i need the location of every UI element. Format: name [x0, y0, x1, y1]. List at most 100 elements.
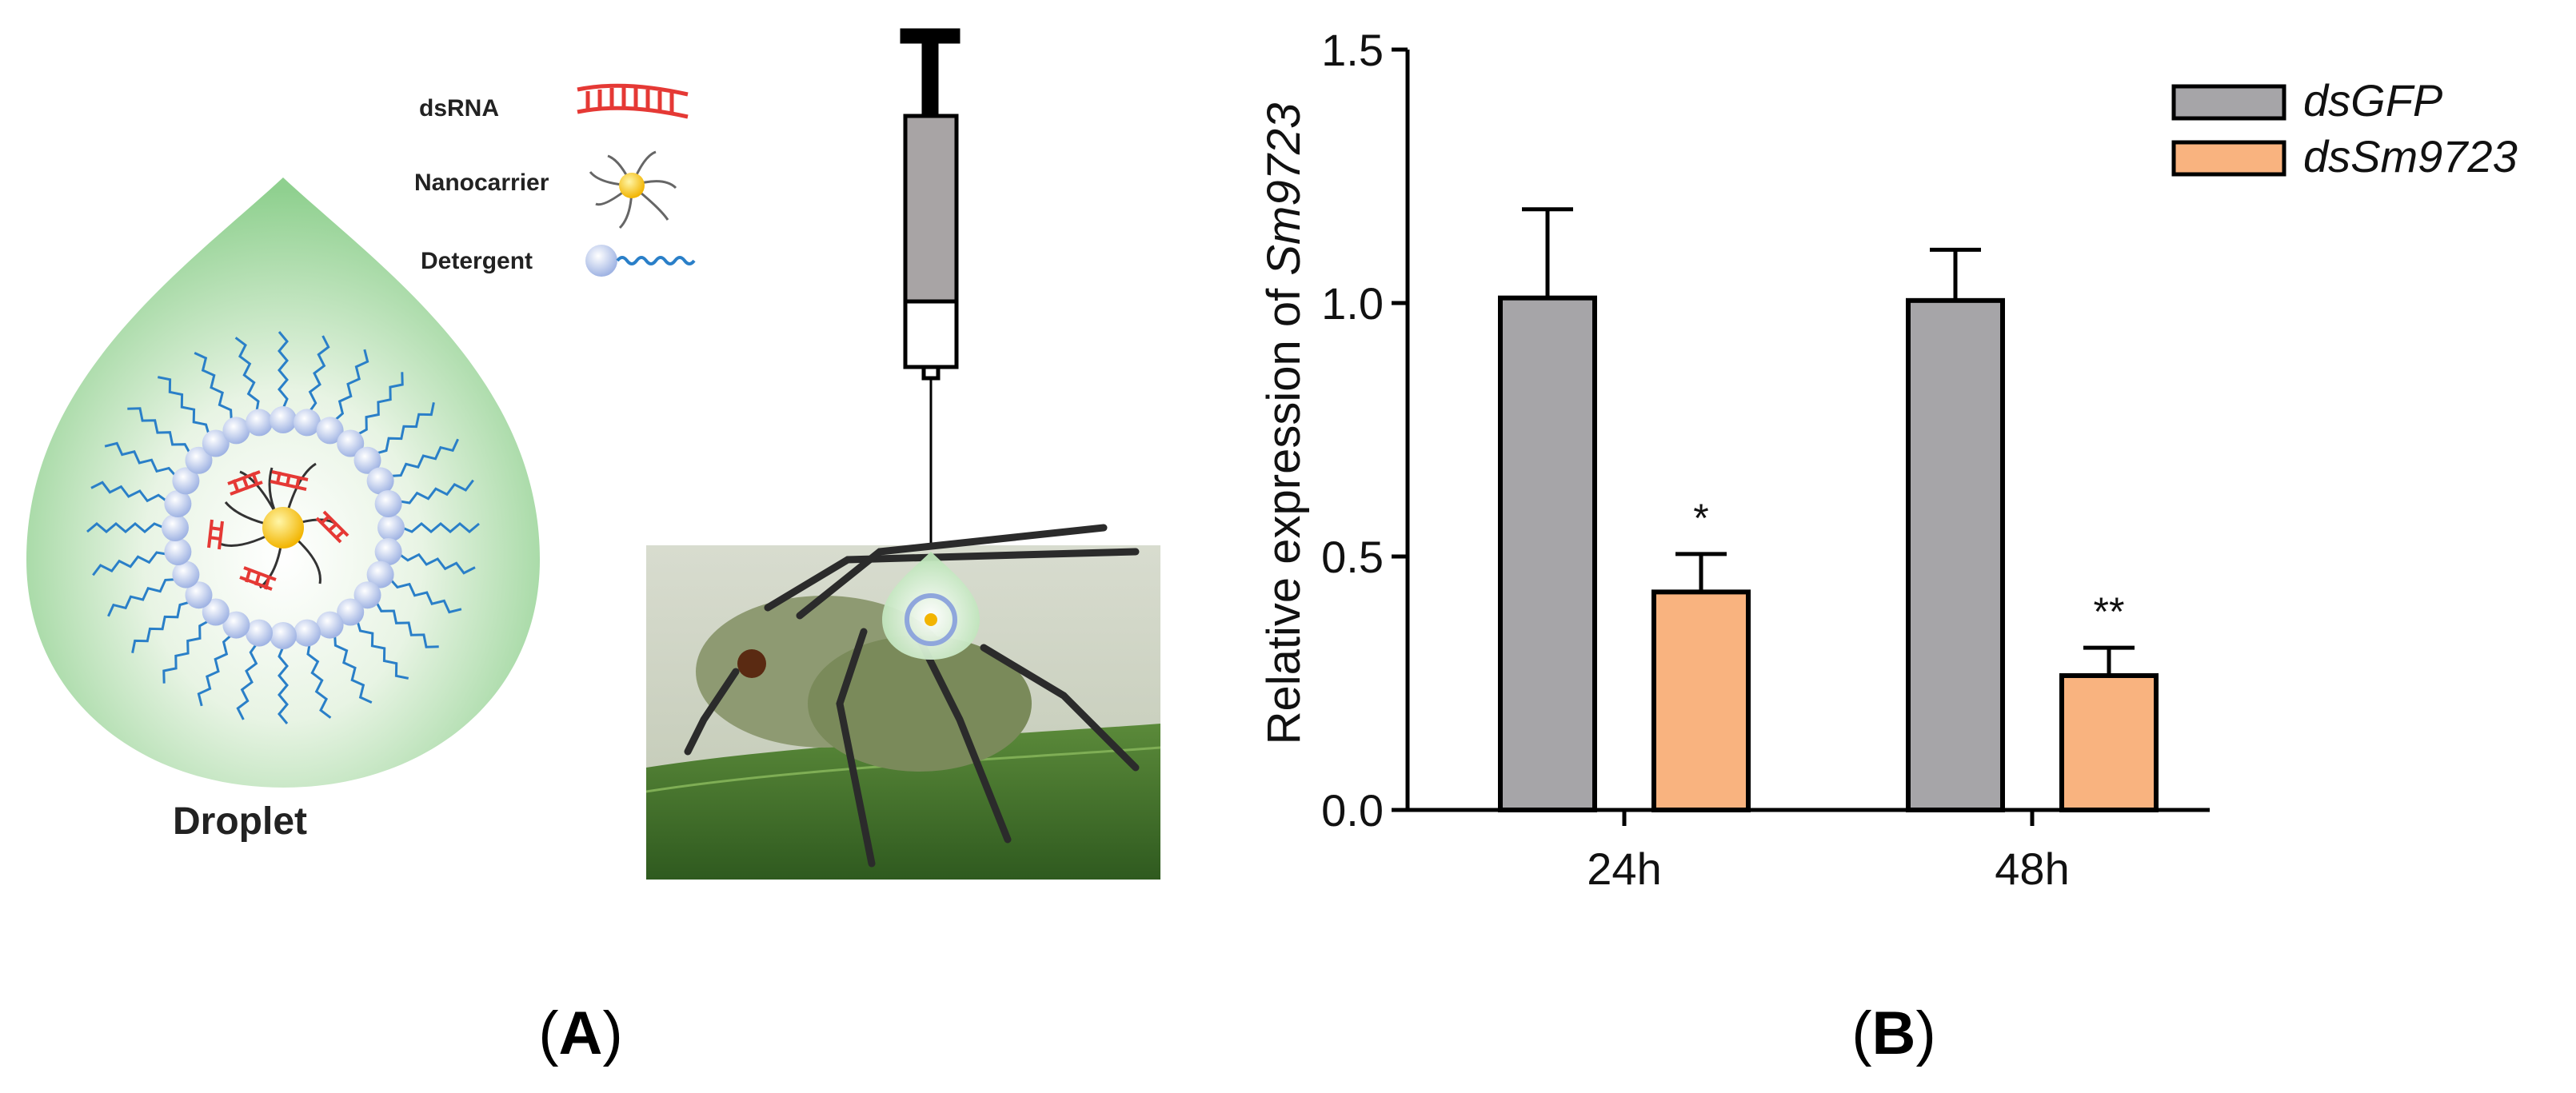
detergent-tail	[127, 407, 191, 454]
detergent-head	[316, 611, 344, 639]
detergent-head	[164, 490, 192, 517]
detergent-tail	[194, 352, 233, 421]
x-axis: 24h 48h	[1408, 808, 2210, 894]
legend-swatch	[2171, 140, 2286, 177]
detergent-tail	[401, 522, 480, 533]
detergent-tail	[278, 331, 289, 409]
detergent-head	[270, 622, 297, 649]
y-axis-label-prefix: Relative expression of	[1258, 276, 1310, 745]
legend-dsrna-label: dsRNA	[419, 95, 499, 122]
detergent-head	[246, 409, 273, 437]
detergent-head	[162, 514, 189, 541]
detergent-tail	[399, 479, 474, 505]
detergent-head	[353, 581, 381, 609]
detergent-tail	[197, 634, 233, 707]
detergent-head	[164, 538, 192, 565]
detergent-head	[337, 598, 365, 626]
detergent-head	[185, 581, 213, 609]
detergent-tail	[375, 601, 439, 648]
legend-dsrna: dsRNA	[419, 83, 689, 122]
detergent-head	[374, 490, 402, 517]
x-tick-label: 24h	[1587, 844, 1661, 894]
detergent-head	[246, 619, 273, 647]
detergent-tail	[90, 481, 168, 503]
legend-label: dsSm9723	[2303, 131, 2518, 182]
legend-detergent: Detergent	[421, 245, 696, 277]
detergent-tail	[308, 335, 330, 413]
detergent-head	[222, 611, 250, 639]
y-tick-label: 1.0	[1321, 278, 1384, 329]
y-axis: 0.0 0.5 1.0 1.5	[1321, 25, 1410, 836]
bar	[2059, 672, 2159, 812]
detergent-tail	[357, 372, 404, 436]
detergent-tail	[398, 552, 476, 575]
detergent-head	[374, 538, 402, 565]
legend-detergent-label: Detergent	[421, 248, 533, 274]
panel-a-label: (A)	[538, 999, 623, 1067]
legend-nanocarrier-label: Nanocarrier	[414, 170, 549, 196]
detergent-tail	[86, 522, 165, 533]
detergent-tail	[104, 441, 177, 477]
panel-a: dsRNA Nanocarrier	[26, 28, 1161, 1067]
droplet-label: Droplet	[173, 800, 307, 843]
detergent-tail	[278, 646, 289, 724]
y-tick-label: 1.5	[1321, 25, 1384, 75]
y-axis-label: Relative expression of Sm9723	[1258, 103, 1310, 745]
x-tick-label: 48h	[1995, 844, 2069, 894]
bar	[1906, 297, 2005, 812]
detergent-head	[172, 560, 200, 588]
nanocarrier-icon	[589, 150, 677, 229]
syringe-icon	[900, 28, 961, 552]
y-tick-label: 0.0	[1321, 785, 1384, 836]
detergent-head	[353, 446, 381, 474]
detergent-tail	[333, 349, 369, 421]
significance-marker: *	[1693, 496, 1708, 541]
detergent-icon	[585, 245, 696, 277]
detergent-head	[185, 446, 213, 474]
bars: ***	[1498, 207, 2159, 813]
detergent-tail	[356, 620, 409, 680]
dsrna-icon	[577, 83, 689, 119]
detergent-tail	[92, 551, 167, 576]
mini-droplet	[882, 552, 980, 660]
panel-b-label: (B)	[1851, 999, 1936, 1067]
detergent-head	[366, 467, 394, 495]
detergent-head	[202, 429, 230, 457]
legend-nanocarrier: Nanocarrier	[414, 150, 677, 229]
detergent-tail	[236, 643, 258, 720]
detergent-head	[202, 598, 230, 626]
detergent-tail	[107, 578, 176, 617]
micelle	[86, 331, 480, 724]
detergent-tail	[389, 578, 462, 614]
detergent-tail	[162, 620, 210, 684]
detergent-head	[172, 467, 200, 495]
detergent-tail	[333, 635, 373, 704]
y-tick-label: 0.5	[1321, 532, 1384, 582]
aphid-photo	[645, 524, 1161, 880]
detergent-tail	[131, 600, 190, 653]
detergent-tail	[306, 644, 332, 719]
detergent-head	[316, 417, 344, 445]
detergent-head	[294, 619, 321, 647]
bar	[1498, 295, 1597, 813]
droplet-diagram: Droplet	[26, 178, 540, 843]
detergent-head	[294, 409, 321, 437]
detergent-tail	[376, 402, 435, 455]
detergent-head	[270, 406, 297, 433]
bar	[1651, 589, 1751, 812]
legend-swatch	[2171, 84, 2286, 121]
legend-label: dsGFP	[2303, 75, 2442, 126]
detergent-head	[222, 417, 250, 445]
detergent-head	[366, 560, 394, 588]
nanocarrier-core	[207, 462, 349, 591]
detergent-tail	[234, 337, 260, 412]
y-axis-label-gene: Sm9723	[1258, 103, 1310, 276]
detergent-head	[337, 429, 365, 457]
detergent-head	[377, 514, 405, 541]
significance-marker: **	[2094, 589, 2125, 634]
detergent-tail	[158, 376, 210, 435]
